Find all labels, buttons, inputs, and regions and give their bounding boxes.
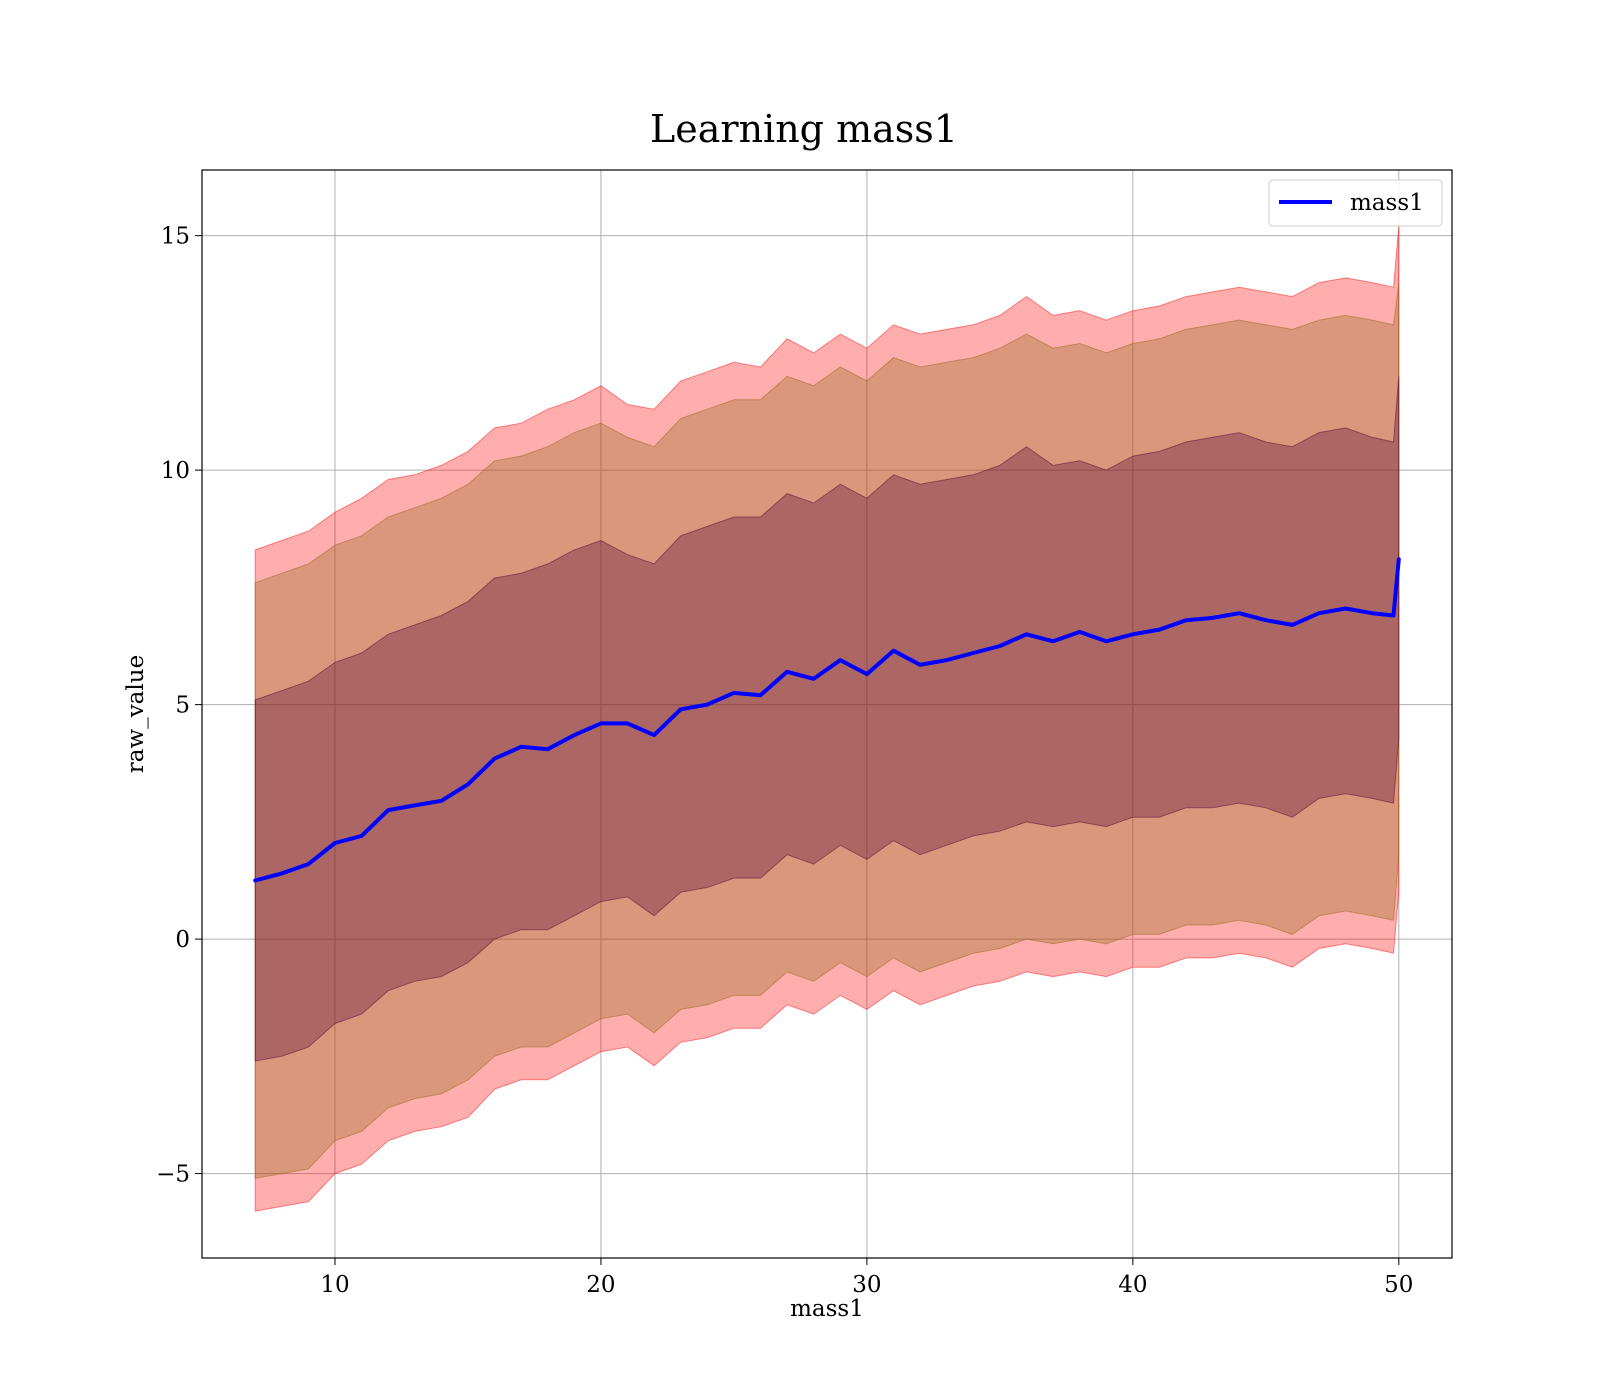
series-lines xyxy=(253,557,1401,883)
y-axis-label: raw_value xyxy=(123,655,149,773)
legend: mass1 xyxy=(1268,179,1443,227)
y-tick-label: 15 xyxy=(161,224,190,250)
grid xyxy=(202,170,1452,1258)
x-tick-label: 10 xyxy=(320,1272,349,1298)
y-tick-label: −5 xyxy=(156,1162,190,1188)
x-axis-label: mass1 xyxy=(790,1296,864,1322)
band-inner xyxy=(254,376,1400,1062)
axis-ticks: 10 20 30 40 50 −5 0 5 10 15 xyxy=(156,224,1413,1298)
x-tick-label: 50 xyxy=(1384,1272,1413,1298)
series-line-mass1 xyxy=(253,557,1401,883)
x-tick-label: 40 xyxy=(1118,1272,1147,1298)
chart-title: Learning mass1 xyxy=(650,107,958,151)
y-tick-label: 5 xyxy=(175,693,190,719)
legend-label-mass1: mass1 xyxy=(1350,190,1424,216)
y-tick-label: 0 xyxy=(175,927,190,953)
band-middle xyxy=(254,282,1400,1179)
confidence-bands xyxy=(254,226,1400,1212)
y-tick-label: 10 xyxy=(161,458,190,484)
band-outer xyxy=(254,226,1400,1212)
x-tick-label: 30 xyxy=(852,1272,881,1298)
x-tick-label: 20 xyxy=(586,1272,615,1298)
plot-frame xyxy=(201,169,1453,1259)
legend-box xyxy=(1268,179,1443,227)
